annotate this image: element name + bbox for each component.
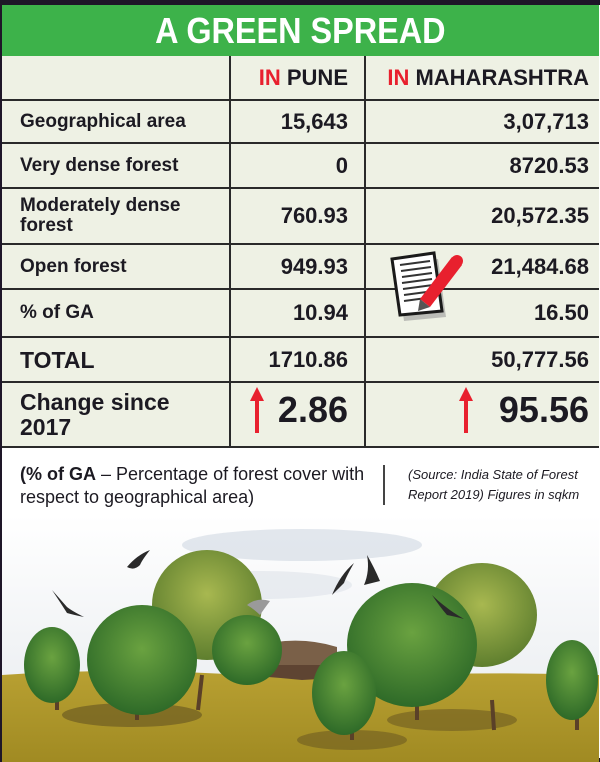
pune-change-value: 2.86 [277, 389, 348, 430]
column-place: MAHARASHTRA [415, 64, 589, 90]
footnote-term: (% of GA [20, 464, 96, 484]
ga-footnote: (% of GA – Percentage of forest cover wi… [20, 463, 370, 509]
maharashtra-cell-with-icon: 21,484.68 [364, 243, 599, 321]
table-row: Moderately dense forest 760.93 20,572.35 [2, 187, 599, 244]
maharashtra-value: 20,572.35 [364, 187, 599, 244]
maharashtra-total: 50,777.56 [364, 336, 599, 382]
pune-value: 949.93 [229, 243, 365, 289]
pune-value: 0 [229, 142, 365, 188]
row-label: Geographical area [2, 99, 230, 143]
total-label: TOTAL [2, 336, 230, 382]
pune-value: 15,643 [229, 99, 365, 143]
change-row: Change since 2017 2.86 95.56 [2, 381, 599, 448]
column-header-maharashtra: IN MAHARASHTRA [364, 56, 599, 100]
table-row: Very dense forest 0 8720.53 [2, 142, 599, 188]
column-prefix: IN [258, 64, 281, 90]
infographic-title: A GREEN SPREAD [155, 9, 446, 51]
forest-cover-table: IN PUNE IN MAHARASHTRA Geographical area… [2, 56, 599, 448]
maharashtra-value: 8720.53 [364, 142, 599, 188]
row-label: Very dense forest [2, 142, 230, 188]
pune-value: 10.94 [229, 288, 365, 337]
table-row: % of GA 10.94 16.50 [2, 288, 599, 337]
table-row: Geographical area 15,643 3,07,713 [2, 99, 599, 143]
footer-divider [383, 465, 385, 505]
row-label: Open forest [2, 243, 230, 289]
change-label: Change since 2017 [2, 381, 230, 448]
maharashtra-value: 3,07,713 [364, 99, 599, 143]
maharashtra-value: 21,484.68 [491, 253, 589, 279]
column-prefix: IN [387, 64, 410, 90]
source-note: (Source: India State of Forest Report 20… [408, 467, 580, 502]
row-label: % of GA [2, 288, 230, 337]
column-header-pune: IN PUNE [229, 56, 365, 100]
forest-with-birds-illustration [2, 515, 599, 762]
table-row: Open forest 949.93 [2, 243, 599, 321]
column-place: PUNE [286, 64, 348, 90]
arrow-up-icon [458, 387, 473, 433]
maharashtra-change-cell: 95.56 [364, 381, 599, 448]
pune-change-cell: 2.86 [229, 381, 365, 448]
footer: (% of GA – Percentage of forest cover wi… [2, 451, 599, 515]
title-bar: A GREEN SPREAD [2, 5, 599, 56]
row-label: Moderately dense forest [2, 187, 230, 244]
pune-value: 760.93 [229, 187, 365, 244]
pune-total: 1710.86 [229, 336, 365, 382]
header-empty-cell [2, 56, 230, 100]
total-row: TOTAL 1710.86 50,777.56 [2, 336, 599, 382]
table-header-row: IN PUNE IN MAHARASHTRA [2, 56, 599, 100]
footnote-text: – Percentage of forest cover with respec… [20, 464, 365, 507]
maharashtra-value: 16.50 [364, 288, 599, 337]
arrow-up-icon [249, 387, 264, 433]
maharashtra-change-value: 95.56 [498, 389, 589, 430]
